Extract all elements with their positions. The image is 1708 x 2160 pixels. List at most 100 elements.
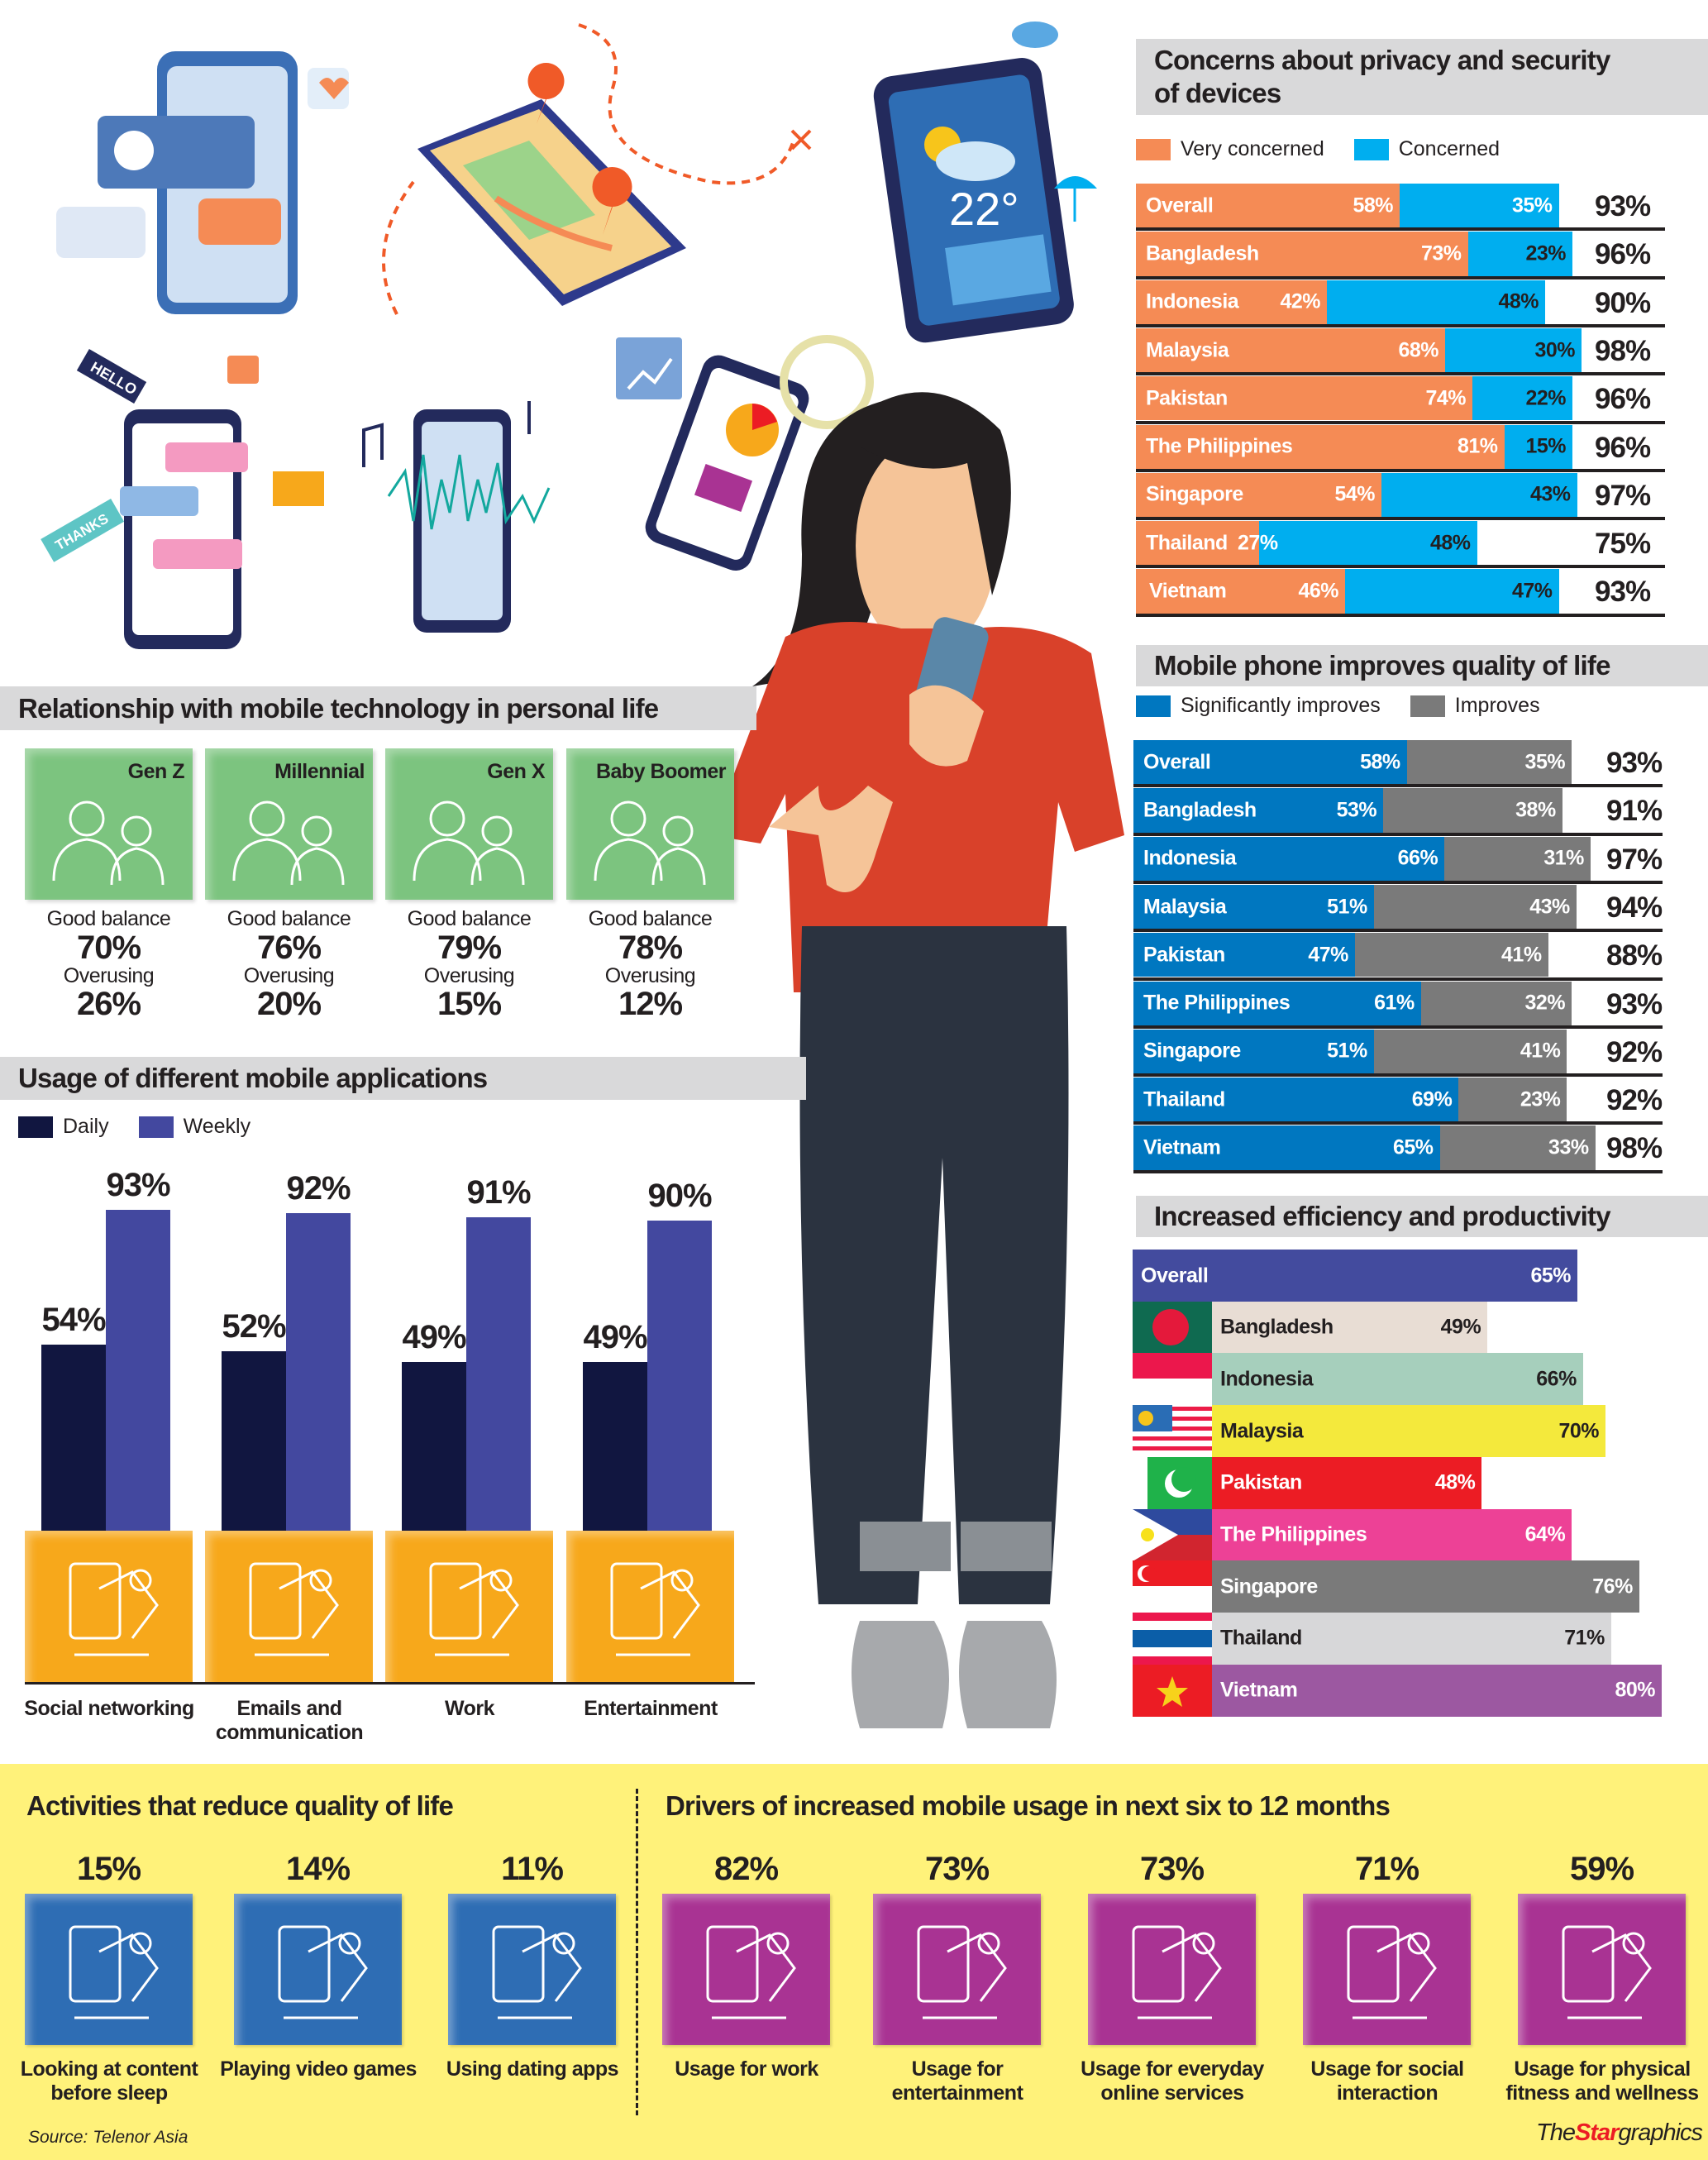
category-label: Emails and communication <box>215 1697 364 1744</box>
row-divider <box>1133 784 1663 788</box>
activities-label: Playing video games <box>220 2057 417 2081</box>
category-label: Indonesia <box>1146 289 1239 313</box>
drivers-icon-box <box>1088 1894 1256 2045</box>
overusing-label: Overusing <box>243 964 335 987</box>
value-label: 41 <box>1520 1039 1561 1063</box>
value-label: 92 <box>269 1170 368 1207</box>
category-label: Bangladesh <box>1143 798 1257 822</box>
bar-very-concerned <box>1136 232 1468 276</box>
legend-concerned: Concerned <box>1353 137 1500 161</box>
good-balance-label: Good balance <box>46 907 171 930</box>
legend-weekly: Weekly <box>138 1115 250 1139</box>
legend-very-concerned: Very concerned <box>1136 137 1324 161</box>
bar-row-vietnam: 33 Vietnam 65 <box>1133 1125 1663 1170</box>
value-label: 47 <box>1308 943 1348 967</box>
generation-card-baby-boomer: Baby Boomer <box>566 748 734 900</box>
value-label: 71 <box>1564 1627 1605 1651</box>
bar-indonesia: Indonesia 66 <box>1212 1353 1583 1406</box>
good-balance-value: 70 <box>25 929 193 967</box>
bar-daily-social-networking <box>41 1344 106 1531</box>
value-label: 48 <box>1435 1471 1476 1495</box>
flag-vietnam-icon <box>1133 1664 1212 1717</box>
category-label: Pakistan <box>1220 1470 1302 1494</box>
bar-row-thailand: 48 Thailand 27 <box>1136 521 1665 566</box>
map-phone-icon <box>382 23 812 315</box>
legend-swatch-daily <box>18 1116 53 1138</box>
value-label: 41 <box>1501 943 1542 967</box>
bar-weekly-social-networking <box>106 1210 170 1531</box>
weather-phone-icon: 22° <box>873 22 1097 343</box>
drivers-label: Usage for entertainment <box>891 2057 1023 2105</box>
thestar-graphics-logo: TheStargraphics <box>1536 2119 1703 2147</box>
total-label: 96 <box>1595 432 1650 465</box>
bar-weekly-entertainment <box>647 1220 712 1531</box>
bar-row-pakistan: 41 Pakistan 47 <box>1133 933 1663 977</box>
total-label: 75 <box>1595 528 1650 561</box>
entertainment-icon <box>610 1562 700 1656</box>
legend-swatch-concerned <box>1353 138 1389 160</box>
elderly-couple-icon <box>594 800 706 886</box>
good-balance-value: 76 <box>205 929 373 967</box>
row-divider <box>1136 565 1665 569</box>
category-label: Vietnam <box>1220 1678 1298 1702</box>
bar-concerned: 15 <box>1504 424 1572 469</box>
value-label: 48 <box>1498 290 1539 314</box>
bar-significantly-improves <box>1133 836 1445 881</box>
generation-name: Gen X <box>487 760 545 783</box>
drivers-title: Drivers of increased mobile usage in nex… <box>666 1790 1391 1821</box>
total-label: 91 <box>1606 795 1662 828</box>
total-label: 98 <box>1606 1132 1662 1165</box>
bar-pakistan: Pakistan 48 <box>1212 1456 1482 1509</box>
legend-improves: Improves <box>1410 694 1540 718</box>
video-call-icon <box>232 800 345 886</box>
work-icon <box>429 1562 519 1656</box>
total-label: 93 <box>1606 988 1662 1021</box>
row-divider <box>1136 517 1665 521</box>
category-label: Singapore <box>1143 1039 1241 1063</box>
source-note: Source: Telenor Asia <box>28 2128 188 2147</box>
bar-concerned: 35 <box>1400 184 1559 228</box>
category-label: Pakistan <box>1143 943 1225 967</box>
bar-concerned: 23 <box>1467 232 1572 276</box>
value-label: 27 <box>1238 531 1278 555</box>
bar-improves: 41 <box>1354 933 1548 977</box>
woman-with-phone-illustration <box>719 392 1124 1728</box>
total-label: 97 <box>1606 843 1662 877</box>
privacy-legend: Very concerned Concerned <box>1136 137 1518 161</box>
generation-name: Baby Boomer <box>595 760 727 783</box>
bar-row-indonesia: 48 Indonesia 42 <box>1136 280 1665 324</box>
drivers-label: Usage for everyday online services <box>1081 2057 1264 2105</box>
row-divider <box>1136 420 1665 424</box>
bar-concerned: 30 <box>1445 327 1582 373</box>
family-icon <box>413 800 525 886</box>
value-label: 90 <box>630 1178 729 1215</box>
globe-services-icon <box>1132 1925 1222 2019</box>
legend-swatch-improves <box>1410 695 1445 717</box>
value-label: 52 <box>204 1308 303 1345</box>
bar-row-the-philippines: 32 The Philippines 61 <box>1133 981 1663 1025</box>
value-label: 69 <box>1412 1087 1453 1111</box>
value-label: 54 <box>24 1302 123 1339</box>
drivers-value: 73 <box>1088 1851 1256 1888</box>
value-label: 65 <box>1530 1264 1571 1288</box>
activities-label: Looking at content before sleep <box>20 2057 198 2105</box>
bar-concerned: 48 <box>1258 521 1477 566</box>
good-balance-label: Good balance <box>227 907 351 930</box>
category-label: Vietnam <box>1143 1135 1221 1159</box>
bar-weekly-work <box>466 1216 531 1531</box>
category-label: Thailand <box>1146 531 1228 555</box>
bedtime-phone-icon <box>69 1925 159 2019</box>
value-label: 31 <box>1543 847 1584 871</box>
bar-improves: 32 <box>1420 981 1572 1025</box>
row-divider <box>1133 832 1663 836</box>
bar-daily-entertainment <box>583 1361 647 1531</box>
legend-label-concerned: Concerned <box>1398 137 1500 160</box>
value-label: 74 <box>1425 386 1466 410</box>
activities-icon-box <box>448 1894 616 2045</box>
bar-row-indonesia: 31 Indonesia 66 <box>1133 836 1663 881</box>
app-icon-box-emails-and-communication <box>205 1531 373 1684</box>
bar-concerned: 22 <box>1472 376 1572 421</box>
flag-malaysia-icon <box>1133 1405 1212 1458</box>
value-label: 49 <box>1441 1316 1481 1340</box>
activities-icon-box <box>234 1894 402 2045</box>
